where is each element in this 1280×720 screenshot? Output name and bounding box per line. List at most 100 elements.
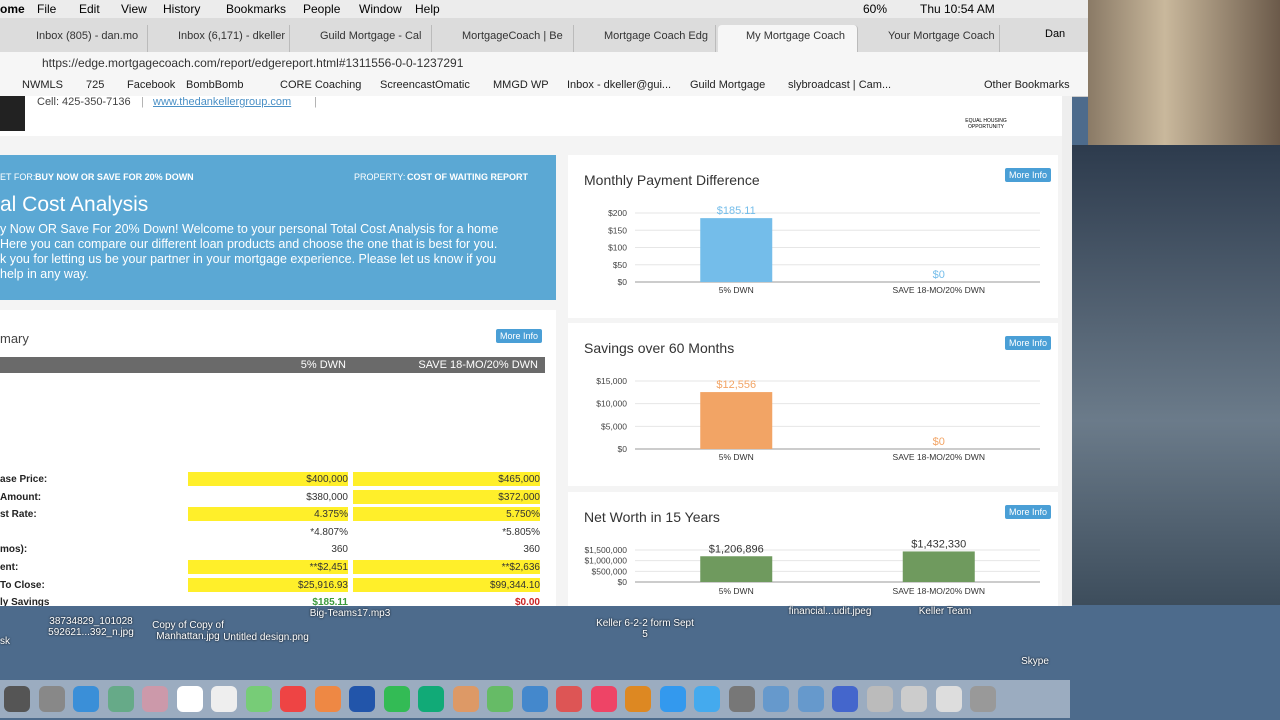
- cell-value: *4.807%: [310, 526, 348, 538]
- column-header: 5% DWN: [300, 359, 346, 371]
- x-tick-label: 5% DWN: [719, 452, 754, 462]
- dock-icon[interactable]: [659, 686, 686, 712]
- dock-icon[interactable]: [245, 686, 272, 712]
- dock-icon[interactable]: [832, 686, 858, 712]
- profile[interactable]: Dan: [1045, 28, 1066, 40]
- bookmark[interactable]: NWMLS: [22, 79, 63, 91]
- dock-icon[interactable]: [694, 686, 720, 712]
- y-tick-label: $500,000: [592, 566, 628, 576]
- dock-icon[interactable]: [452, 686, 479, 712]
- chart-title: Monthly Payment Difference: [584, 172, 760, 188]
- banner-text: y Now OR Save For 20% Down! Welcome to y…: [0, 222, 498, 282]
- menu-item[interactable]: History: [163, 2, 201, 16]
- desktop-icon[interactable]: Untitled design.png: [223, 632, 309, 643]
- cell-value: 360: [523, 544, 540, 556]
- more-info[interactable]: More Info: [496, 329, 543, 343]
- dock-icon[interactable]: [142, 686, 168, 712]
- website[interactable]: www.thedankellergroup.com: [153, 96, 292, 108]
- desktop-wallpaper: [1072, 145, 1280, 605]
- dock-icon[interactable]: [728, 686, 755, 712]
- y-tick-label: $5,000: [601, 421, 627, 431]
- dock-icon[interactable]: [763, 686, 789, 712]
- menu-item[interactable]: Bookmarks: [226, 2, 287, 16]
- tab[interactable]: Your Mortgage Coach: [860, 25, 1000, 52]
- dock-icon[interactable]: [935, 686, 962, 712]
- other-bookmarks[interactable]: Other Bookmarks: [984, 79, 1070, 91]
- dock-icon[interactable]: [970, 686, 996, 712]
- y-tick-label: $100: [608, 243, 627, 253]
- tab[interactable]: MortgageCoach | Be: [434, 25, 574, 52]
- bookmark[interactable]: CORE Coaching: [280, 79, 362, 91]
- desktop-icon[interactable]: Skype: [1021, 656, 1049, 667]
- dock-icon[interactable]: [797, 686, 824, 712]
- bookmark[interactable]: Guild Mortgage: [690, 79, 766, 91]
- menu-item[interactable]: View: [121, 2, 147, 16]
- dock-icon[interactable]: [556, 686, 582, 712]
- dock-icon[interactable]: [73, 686, 99, 712]
- desktop-icon[interactable]: Big-Teams17.mp3: [309, 608, 391, 619]
- row-label: To Close:: [0, 579, 45, 591]
- desktop-icon[interactable]: Keller 6-2-2 form Sept 5: [596, 618, 694, 640]
- url[interactable]: https://edge.mortgagecoach.com/report/ed…: [42, 56, 464, 70]
- highlight: [188, 577, 348, 592]
- clock[interactable]: Thu 10:54 AM: [920, 2, 995, 16]
- menu-item[interactable]: File: [37, 2, 57, 16]
- bookmark[interactable]: Inbox - dkeller@gui...: [567, 79, 672, 91]
- data-label: $185.11: [717, 205, 756, 217]
- dock-icon[interactable]: [418, 686, 444, 712]
- dock-icon[interactable]: [590, 686, 617, 712]
- cell-value: $25,916.93: [297, 579, 348, 591]
- bookmark[interactable]: BombBomb: [186, 79, 244, 91]
- desktop: sk 38734829_101028 592621...392_n.jpg Copy…: [0, 606, 1088, 680]
- dock-icon[interactable]: [4, 686, 30, 712]
- more-info[interactable]: More Info: [1005, 336, 1052, 350]
- dock-icon[interactable]: [866, 686, 893, 712]
- bookmark[interactable]: MMGD WP: [493, 79, 549, 91]
- bookmark[interactable]: 725: [86, 79, 105, 91]
- dock-icon[interactable]: [280, 686, 306, 712]
- dock-icon[interactable]: [349, 686, 375, 712]
- menu-item[interactable]: People: [303, 2, 341, 16]
- for-value: BUY NOW OR SAVE FOR 20% DOWN: [35, 172, 194, 182]
- menu-item[interactable]: Help: [415, 2, 440, 16]
- tab[interactable]: Inbox (805) - dan.mo: [8, 25, 148, 52]
- dock-icon[interactable]: [314, 686, 341, 712]
- desktop-icon[interactable]: sk: [0, 636, 10, 647]
- bookmark[interactable]: ScreencastOmatic: [380, 79, 470, 91]
- app-name[interactable]: ome: [0, 2, 25, 16]
- y-tick-label: $0: [618, 277, 628, 287]
- tab[interactable]: Mortgage Coach Edg: [576, 25, 716, 52]
- bar: [902, 551, 975, 582]
- desktop-icon[interactable]: 38734829_101028 592621...392_n.jpg: [48, 616, 134, 638]
- highlight: [188, 507, 348, 522]
- more-info[interactable]: More Info: [1005, 505, 1052, 519]
- tab[interactable]: Inbox (6,171) - dkeller: [150, 25, 290, 52]
- dock-icon[interactable]: [901, 686, 927, 712]
- dock-icon[interactable]: [38, 686, 65, 712]
- dock-icon[interactable]: [211, 686, 237, 712]
- desktop-icon[interactable]: Copy of Copy of Manhattan.jpg: [152, 620, 224, 642]
- desktop-icon[interactable]: Keller Team: [918, 606, 972, 617]
- dock-icon[interactable]: [625, 686, 651, 712]
- dock-icon[interactable]: [487, 686, 513, 712]
- bookmark[interactable]: Facebook: [127, 79, 176, 91]
- data-label: $1,206,896: [709, 543, 764, 555]
- dock-icon[interactable]: [383, 686, 410, 712]
- webcam: [1088, 0, 1280, 145]
- dock-icon[interactable]: [107, 686, 134, 712]
- banner-line: Here you can compare our different loan …: [0, 237, 498, 251]
- bookmark[interactable]: slybroadcast | Cam...: [788, 79, 892, 91]
- tab[interactable]: My Mortgage Coach: [718, 25, 858, 52]
- row-label: ase Price:: [0, 474, 48, 485]
- menu-item[interactable]: Edit: [79, 2, 100, 16]
- more-info[interactable]: More Info: [1005, 168, 1052, 182]
- data-label: $12,556: [716, 379, 756, 391]
- scrollbar[interactable]: [1062, 96, 1072, 606]
- tab[interactable]: Guild Mortgage - Cal: [292, 25, 432, 52]
- desktop-icon[interactable]: financial...udit.jpeg: [788, 606, 872, 617]
- menu-item[interactable]: Window: [359, 2, 402, 16]
- dock-icon[interactable]: [521, 686, 548, 712]
- highlight: [353, 560, 540, 574]
- dock-icon[interactable]: [176, 686, 203, 712]
